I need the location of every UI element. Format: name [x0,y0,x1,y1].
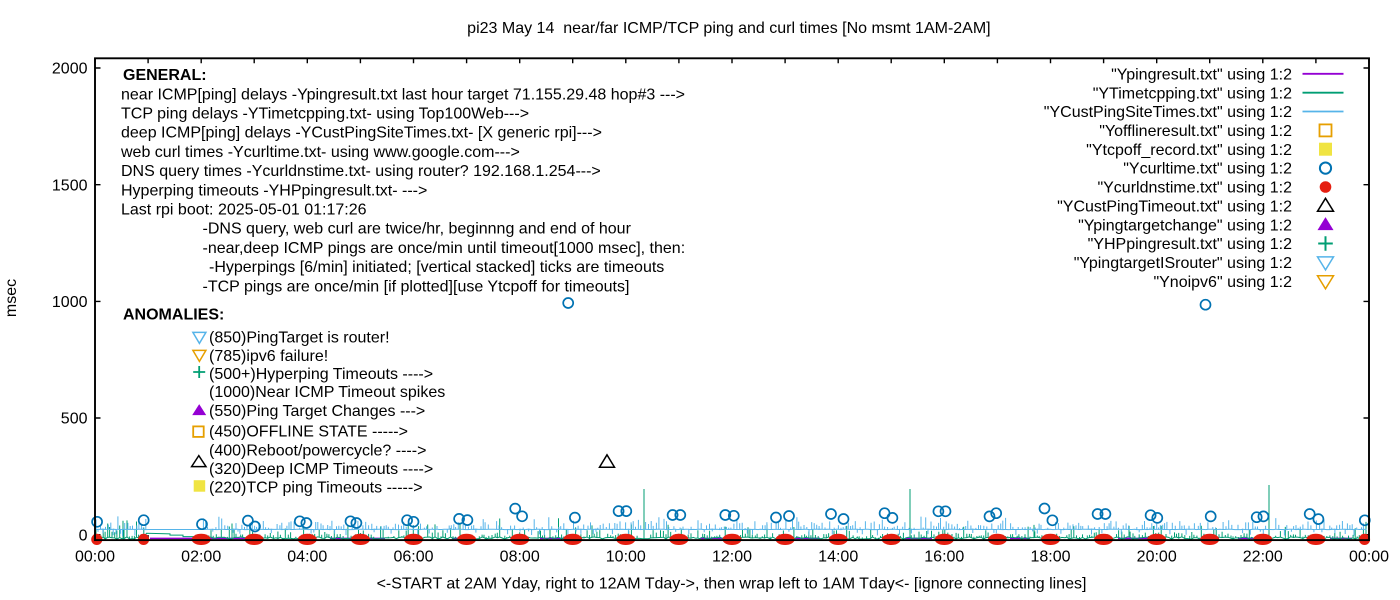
svg-text:500: 500 [61,411,88,428]
svg-text:-near,deep ICMP pings are once: -near,deep ICMP pings are once/min until… [203,240,686,257]
svg-text:16:00: 16:00 [924,549,964,566]
svg-text:(500+)Hyperping Timeouts ---->: (500+)Hyperping Timeouts ----> [209,366,433,383]
svg-text:<-START at 2AM Yday, right to: <-START at 2AM Yday, right to 12AM Tday-… [377,576,1087,593]
svg-text:"Ycurltime.txt" using 1:2: "Ycurltime.txt" using 1:2 [1123,161,1292,178]
svg-text:DNS query times -Ycurldnstime.: DNS query times -Ycurldnstime.txt- using… [121,163,601,180]
svg-text:pi23 May 14 near/far ICMP/TCP: pi23 May 14 near/far ICMP/TCP ping and c… [467,20,990,37]
svg-text:deep ICMP[ping] delays -YCustP: deep ICMP[ping] delays -YCustPingSiteTim… [121,125,602,142]
svg-text:"Ytcpoff_record.txt" using 1:2: "Ytcpoff_record.txt" using 1:2 [1086,142,1292,159]
svg-text:20:00: 20:00 [1137,549,1177,566]
svg-text:(1000)Near ICMP Timeout spikes: (1000)Near ICMP Timeout spikes [209,384,445,401]
svg-text:"YTimetcpping.txt" using 1:2: "YTimetcpping.txt" using 1:2 [1093,85,1292,102]
svg-text:-DNS query, web curl are twice: -DNS query, web curl are twice/hr, begin… [203,221,632,238]
svg-text:TCP ping delays -YTimetcpping.: TCP ping delays -YTimetcpping.txt- using… [121,106,529,123]
svg-text:14:00: 14:00 [818,549,858,566]
svg-text:near ICMP[ping] delays -Ypingr: near ICMP[ping] delays -Ypingresult.txt … [121,86,685,103]
svg-text:Hyperping timeouts -YHPpingres: Hyperping timeouts -YHPpingresult.txt- -… [121,182,427,199]
svg-text:00:00: 00:00 [1349,549,1389,566]
svg-text:msec: msec [3,279,20,317]
svg-text:1500: 1500 [52,177,88,194]
svg-text:(850)PingTarget is router!: (850)PingTarget is router! [209,329,390,346]
svg-text:"YCustPingSiteTimes.txt" using: "YCustPingSiteTimes.txt" using 1:2 [1044,104,1292,121]
svg-text:06:00: 06:00 [393,549,433,566]
svg-text:"Ypingtargetchange" using 1:2: "Ypingtargetchange" using 1:2 [1078,217,1292,234]
svg-text:"YCustPingTimeout.txt" using 1: "YCustPingTimeout.txt" using 1:2 [1057,198,1292,215]
svg-text:-Hyperpings [6/min] initiated;: -Hyperpings [6/min] initiated; [vertical… [209,259,664,276]
svg-text:(220)TCP ping Timeouts ----->: (220)TCP ping Timeouts -----> [209,480,423,497]
svg-text:(785)ipv6 failure!: (785)ipv6 failure! [209,348,328,365]
svg-text:04:00: 04:00 [287,549,327,566]
svg-text:10:00: 10:00 [606,549,646,566]
svg-text:"Ypingresult.txt" using 1:2: "Ypingresult.txt" using 1:2 [1111,66,1292,83]
svg-text:(400)Reboot/powercycle? ---->: (400)Reboot/powercycle? ----> [209,443,426,460]
svg-text:08:00: 08:00 [500,549,540,566]
svg-text:"YHPpingresult.txt" using 1:2: "YHPpingresult.txt" using 1:2 [1088,236,1292,253]
svg-text:02:00: 02:00 [181,549,221,566]
svg-text:(450)OFFLINE STATE ----->: (450)OFFLINE STATE -----> [209,424,408,441]
svg-text:(320)Deep ICMP Timeouts ---->: (320)Deep ICMP Timeouts ----> [209,461,433,478]
svg-text:0: 0 [79,527,88,544]
svg-text:12:00: 12:00 [712,549,752,566]
svg-text:ANOMALIES:: ANOMALIES: [123,307,224,324]
svg-text:"YpingtargetISrouter" using 1:: "YpingtargetISrouter" using 1:2 [1074,255,1292,272]
svg-text:22:00: 22:00 [1243,549,1283,566]
svg-text:00:00: 00:00 [75,549,115,566]
svg-text:2000: 2000 [52,61,88,78]
svg-text:1000: 1000 [52,294,88,311]
svg-text:(550)Ping Target Changes --->: (550)Ping Target Changes ---> [209,403,425,420]
svg-text:"Yofflineresult.txt" using 1:2: "Yofflineresult.txt" using 1:2 [1099,123,1292,140]
svg-text:"Ycurldnstime.txt" using 1:2: "Ycurldnstime.txt" using 1:2 [1097,180,1292,197]
svg-text:Last rpi boot: 2025-05-01 01:1: Last rpi boot: 2025-05-01 01:17:26 [121,202,367,219]
svg-text:GENERAL:: GENERAL: [123,67,207,84]
svg-text:web curl times -Ycurltime.txt-: web curl times -Ycurltime.txt- using www… [120,144,520,161]
svg-text:"Ynoipv6" using 1:2: "Ynoipv6" using 1:2 [1153,274,1292,291]
svg-text:18:00: 18:00 [1030,549,1070,566]
svg-text:-TCP pings are once/min [if pl: -TCP pings are once/min [if plotted][use… [203,278,630,295]
